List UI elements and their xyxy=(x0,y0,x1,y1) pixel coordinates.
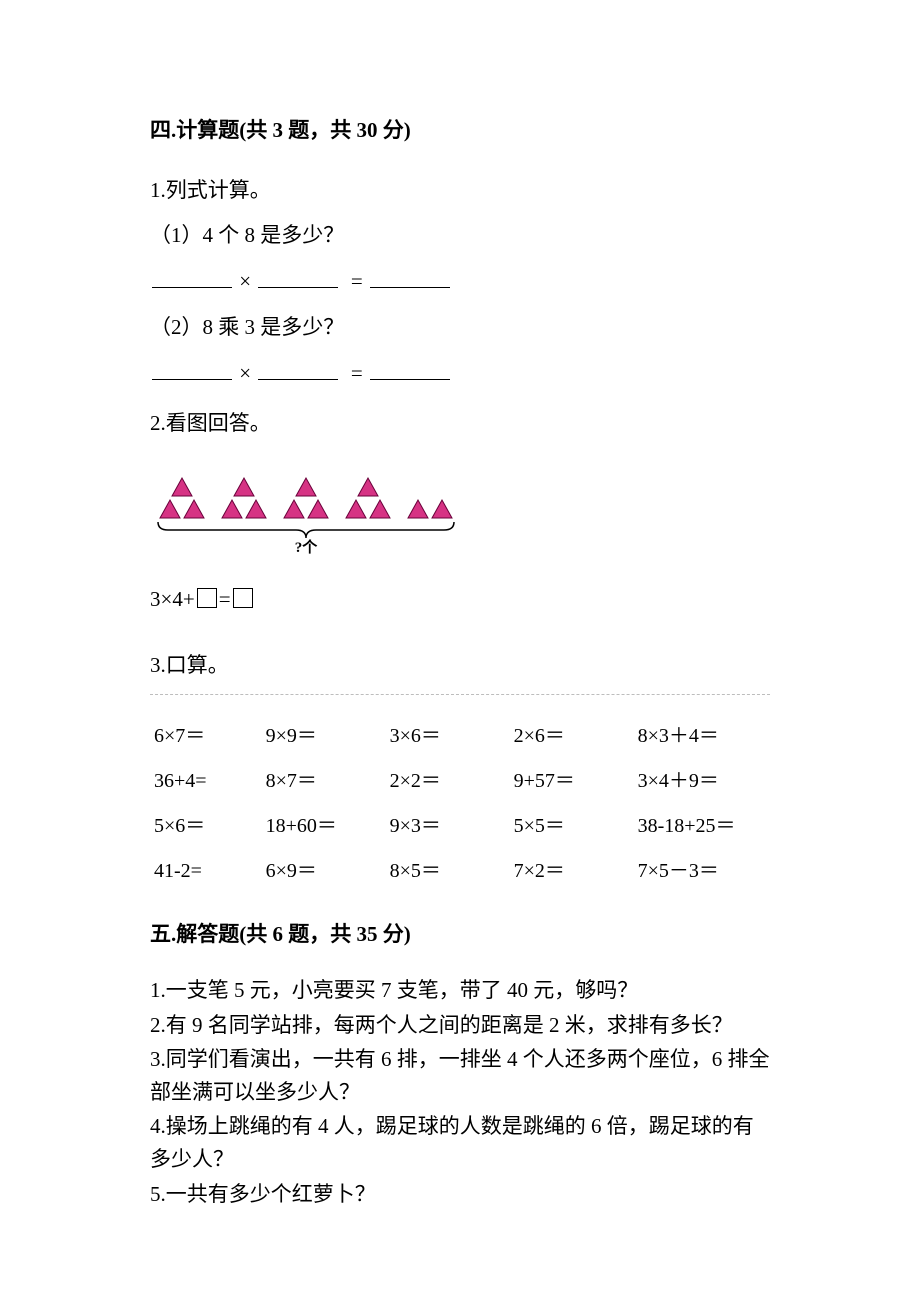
word-problems: 1.一支笔 5 元，小亮要买 7 支笔，带了 40 元，够吗？2.有 9 名同学… xyxy=(150,974,770,1210)
q2-title: 2.看图回答。 xyxy=(150,404,770,444)
kousuan-cell: 36+4= xyxy=(150,756,262,801)
triangle-diagram: ?个 xyxy=(150,470,770,561)
kousuan-cell: 2×6＝ xyxy=(510,711,634,756)
kousuan-cell: 6×9＝ xyxy=(262,846,386,891)
kousuan-cell: 38-18+25＝ xyxy=(634,801,770,846)
kousuan-cell: 8×3＋4＝ xyxy=(634,711,770,756)
kousuan-cell: 3×6＝ xyxy=(386,711,510,756)
answer-box[interactable] xyxy=(197,588,217,608)
equals-symbol: = xyxy=(351,269,363,293)
q2-equation: 3×4+ = xyxy=(150,587,770,612)
table-row: 6×7＝9×9＝3×6＝2×6＝8×3＋4＝ xyxy=(150,711,770,756)
kousuan-cell: 9×3＝ xyxy=(386,801,510,846)
table-row: 5×6＝18+60＝9×3＝5×5＝38-18+25＝ xyxy=(150,801,770,846)
eq-equals: = xyxy=(219,587,231,611)
kousuan-cell: 8×5＝ xyxy=(386,846,510,891)
q1-part2-label: （2）8 乘 3 是多少？ xyxy=(150,308,770,348)
kousuan-cell: 9+57＝ xyxy=(510,756,634,801)
triangle-svg: ?个 xyxy=(150,470,462,556)
times-symbol: × xyxy=(239,361,251,385)
q1-block: 1.列式计算。 （1）4 个 8 是多少？ × = （2）8 乘 3 是多少？ … xyxy=(150,171,770,394)
word-problem-item: 2.有 9 名同学站排，每两个人之间的距离是 2 米，求排有多长？ xyxy=(150,1009,770,1042)
svg-text:?个: ?个 xyxy=(295,538,319,556)
word-problem-item: 4.操场上跳绳的有 4 人，踢足球的人数是跳绳的 6 倍，踢足球的有多少人？ xyxy=(150,1110,770,1175)
blank-input[interactable] xyxy=(152,362,232,380)
blank-input[interactable] xyxy=(370,270,450,288)
q1-part1-label: （1）4 个 8 是多少？ xyxy=(150,216,770,256)
kousuan-cell: 9×9＝ xyxy=(262,711,386,756)
q3-block: 3.口算。 6×7＝9×9＝3×6＝2×6＝8×3＋4＝36+4=8×7＝2×2… xyxy=(150,646,770,891)
section5-heading: 五.解答题(共 6 题，共 35 分) xyxy=(150,919,770,951)
section4-heading: 四.计算题(共 3 题，共 30 分) xyxy=(150,115,770,147)
answer-box[interactable] xyxy=(233,588,253,608)
word-problem-item: 3.同学们看演出，一共有 6 排，一排坐 4 个人还多两个座位，6 排全部坐满可… xyxy=(150,1043,770,1108)
table-row: 36+4=8×7＝2×2＝9+57＝3×4＋9＝ xyxy=(150,756,770,801)
blank-input[interactable] xyxy=(370,362,450,380)
word-problem-item: 5.一共有多少个红萝卜？ xyxy=(150,1178,770,1211)
kousuan-cell: 7×5－3＝ xyxy=(634,846,770,891)
kousuan-cell: 2×2＝ xyxy=(386,756,510,801)
kousuan-cell: 6×7＝ xyxy=(150,711,262,756)
word-problem-item: 1.一支笔 5 元，小亮要买 7 支笔，带了 40 元，够吗？ xyxy=(150,974,770,1007)
blank-input[interactable] xyxy=(152,270,232,288)
blank-input[interactable] xyxy=(258,362,338,380)
divider xyxy=(150,694,770,695)
table-row: 41-2=6×9＝8×5＝7×2＝7×5－3＝ xyxy=(150,846,770,891)
kousuan-cell: 5×5＝ xyxy=(510,801,634,846)
kousuan-cell: 41-2= xyxy=(150,846,262,891)
blank-input[interactable] xyxy=(258,270,338,288)
q2-block: 2.看图回答。 ?个 3×4+ = xyxy=(150,404,770,612)
kousuan-cell: 3×4＋9＝ xyxy=(634,756,770,801)
q1-part1-expression: × = xyxy=(150,262,770,302)
equals-symbol: = xyxy=(351,361,363,385)
eq-prefix: 3×4+ xyxy=(150,587,195,611)
q1-part2-expression: × = xyxy=(150,354,770,394)
times-symbol: × xyxy=(239,269,251,293)
kousuan-cell: 8×7＝ xyxy=(262,756,386,801)
q1-title: 1.列式计算。 xyxy=(150,171,770,211)
kousuan-cell: 18+60＝ xyxy=(262,801,386,846)
page: 四.计算题(共 3 题，共 30 分) 1.列式计算。 （1）4 个 8 是多少… xyxy=(0,0,920,1312)
q3-title: 3.口算。 xyxy=(150,646,770,686)
kousuan-table: 6×7＝9×9＝3×6＝2×6＝8×3＋4＝36+4=8×7＝2×2＝9+57＝… xyxy=(150,711,770,891)
kousuan-cell: 5×6＝ xyxy=(150,801,262,846)
kousuan-cell: 7×2＝ xyxy=(510,846,634,891)
